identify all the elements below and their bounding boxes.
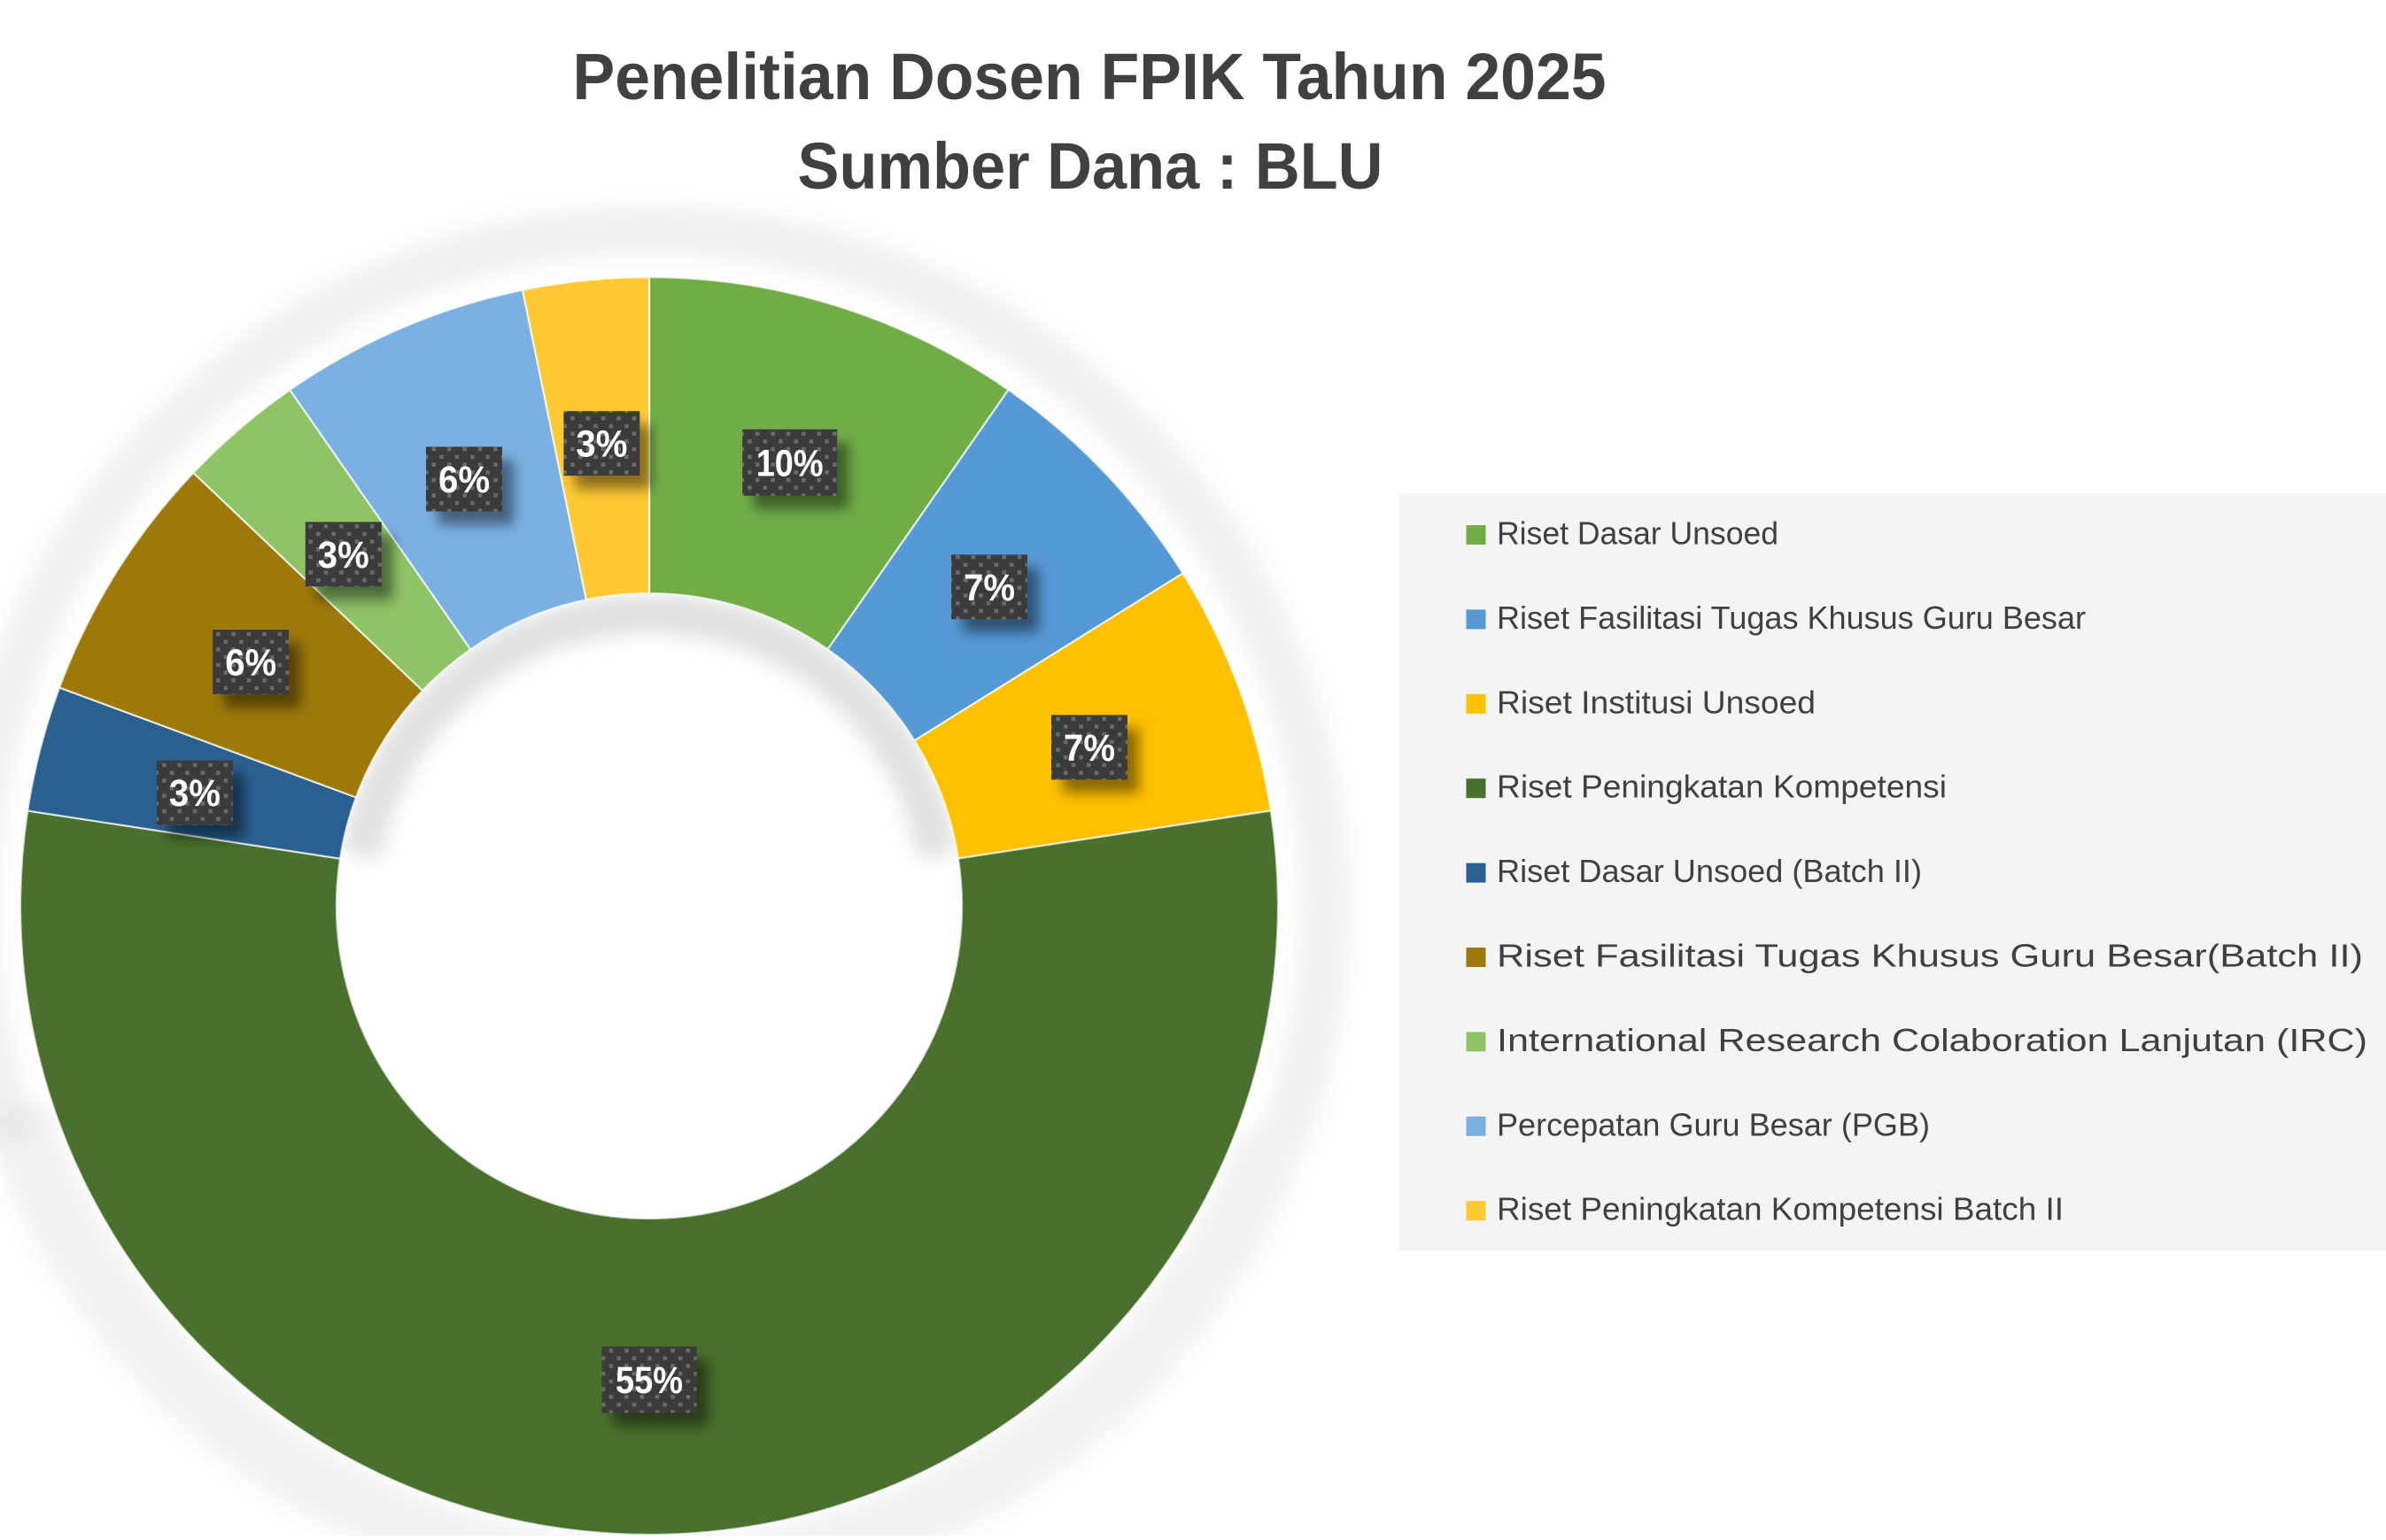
svg-text:55%: 55% [616,1359,683,1402]
svg-text:Riset Peningkatan Kompetensi: Riset Peningkatan Kompetensi [1497,769,1947,805]
svg-text:7%: 7% [964,567,1015,609]
svg-text:Penelitian Dosen FPIK Tahun 20: Penelitian Dosen FPIK Tahun 2025 [573,40,1607,113]
svg-text:3%: 3% [576,423,627,466]
svg-text:6%: 6% [438,459,490,501]
svg-text:Percepatan Guru Besar (PGB): Percepatan Guru Besar (PGB) [1497,1106,1930,1142]
svg-text:Riset Fasilitasi Tugas Khusus: Riset Fasilitasi Tugas Khusus Guru Besar [1497,600,2086,636]
svg-text:Sumber Dana : BLU: Sumber Dana : BLU [798,129,1383,203]
svg-text:Riset Dasar Unsoed (Batch II): Riset Dasar Unsoed (Batch II) [1497,853,1922,889]
svg-text:International Research Colabor: International Research Colaboration Lanj… [1497,1022,2367,1058]
svg-text:Riset Peningkatan Kompetensi B: Riset Peningkatan Kompetensi Batch II [1497,1191,2064,1227]
svg-text:10%: 10% [756,442,824,484]
svg-text:Riset Fasilitasi Tugas Khusus: Riset Fasilitasi Tugas Khusus Guru Besar… [1497,938,2363,974]
svg-text:6%: 6% [225,642,276,685]
svg-text:Riset Dasar Unsoed: Riset Dasar Unsoed [1497,515,1778,552]
svg-text:3%: 3% [318,534,369,577]
svg-text:Riset Institusi Unsoed: Riset Institusi Unsoed [1497,684,1816,720]
svg-text:3%: 3% [169,772,221,815]
svg-text:7%: 7% [1064,727,1115,770]
